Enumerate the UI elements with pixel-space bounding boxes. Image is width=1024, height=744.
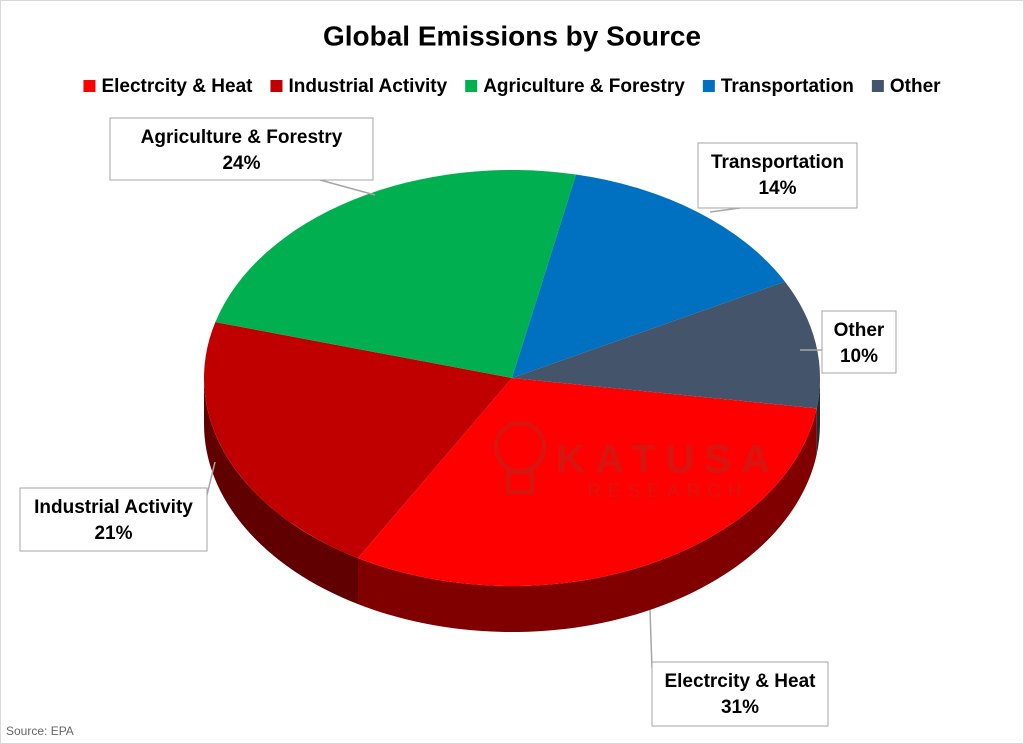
data-label-name: Other — [834, 320, 885, 341]
source-note: Source: EPA — [6, 724, 74, 738]
leader-line — [649, 609, 653, 669]
data-label-name: Industrial Activity — [34, 497, 193, 518]
legend-label: Electrcity & Heat — [101, 76, 253, 97]
leader-line — [319, 179, 376, 196]
label-box — [19, 487, 208, 552]
watermark-bulb-base — [506, 470, 534, 494]
data-label-name: Electrcity & Heat — [664, 671, 816, 692]
legend: Electrcity & Heat Industrial Activity Agri… — [83, 76, 941, 97]
legend-swatch — [465, 80, 478, 92]
legend-swatch — [702, 80, 715, 92]
leader-line — [206, 461, 216, 496]
legend-label: Agriculture & Forestry — [483, 76, 685, 97]
data-label-value: 14% — [758, 178, 796, 199]
watermark: KATUSA RESEARCH — [494, 421, 780, 502]
data-labels: Electrcity & Heat 31% Industrial Activity 2… — [19, 117, 897, 727]
pie-sides — [204, 378, 821, 632]
legend-label: Other — [890, 76, 941, 97]
slice-side — [358, 408, 817, 632]
label-box — [109, 117, 374, 181]
legend-swatch — [270, 80, 283, 92]
data-label-value: 24% — [222, 153, 260, 174]
legend-swatch — [871, 80, 884, 92]
watermark-sub: RESEARCH — [587, 481, 749, 502]
slice — [512, 281, 820, 409]
data-label-value: 21% — [94, 523, 132, 544]
slice — [204, 322, 512, 559]
pie-tops — [204, 169, 820, 586]
data-label-name: Transportation — [711, 152, 844, 173]
legend-label: Industrial Activity — [288, 76, 447, 97]
legend-swatch — [83, 80, 96, 92]
slice — [512, 174, 785, 378]
data-label-name: Agriculture & Forestry — [141, 127, 343, 148]
watermark-name: KATUSA — [556, 438, 780, 482]
leader-line — [709, 207, 741, 213]
slice — [215, 169, 577, 378]
chart-title: Global Emissions by Source — [323, 20, 701, 51]
label-box — [821, 310, 897, 374]
slice — [358, 378, 817, 586]
data-label-value: 31% — [721, 697, 759, 718]
data-label-value: 10% — [840, 346, 878, 367]
slice-side — [816, 378, 821, 455]
label-box — [651, 661, 829, 727]
legend-label: Transportation — [721, 76, 854, 97]
label-box — [697, 142, 858, 209]
slice-side — [204, 378, 358, 605]
watermark-bulb — [494, 421, 546, 473]
